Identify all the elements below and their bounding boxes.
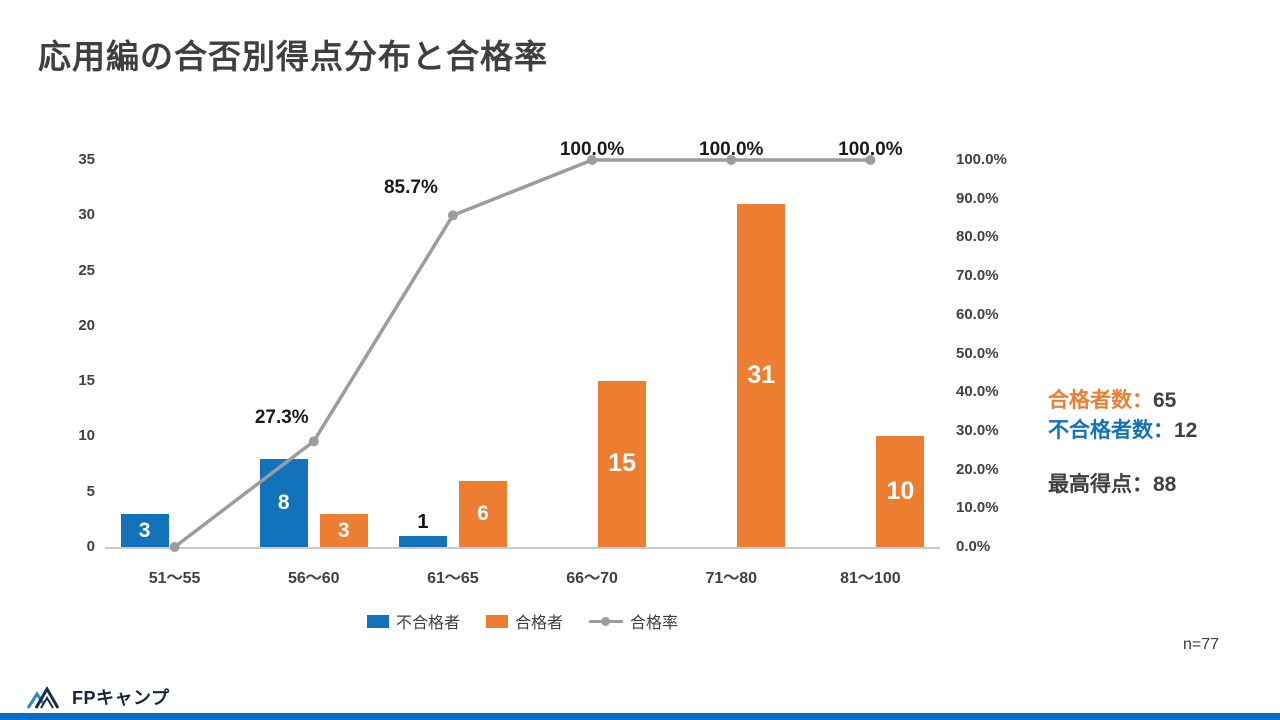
y-axis-right-tick: 20.0%: [956, 460, 999, 478]
legend-item-合格者: 合格者: [485, 609, 563, 633]
chart-legend: 不合格者 合格者 合格率: [105, 609, 940, 633]
y-axis-right-tick: 40.0%: [956, 383, 999, 401]
y-axis-left-tick: 25: [78, 261, 95, 279]
passed-count-label: 合格者数：: [1048, 389, 1153, 412]
failed-count-value: 12: [1174, 419, 1198, 442]
y-axis-right-tick: 90.0%: [956, 189, 999, 207]
failed-count-row: 不合格者数：12: [1048, 416, 1197, 446]
y-axis-left-tick: 30: [78, 206, 95, 224]
failed-count-label: 不合格者数：: [1048, 419, 1174, 442]
x-axis-category-label: 56〜60: [287, 570, 340, 587]
x-axis-category-label: 71〜80: [705, 570, 758, 587]
legend-label: 合格者: [514, 615, 563, 632]
bar-value-label: 6: [477, 501, 489, 525]
legend-line-icon: [589, 616, 623, 626]
legend-swatch-icon: [366, 614, 389, 628]
passed-count-row: 合格者数：65: [1048, 386, 1197, 416]
legend-item-不合格者: 不合格者: [366, 609, 460, 633]
bar-value-label: 10: [886, 477, 915, 506]
bar-value-label: 8: [277, 490, 290, 514]
bar-value-label: 1: [417, 510, 429, 533]
y-axis-left-tick: 20: [78, 316, 95, 334]
legend-dot-icon: [601, 616, 610, 626]
legend-label: 不合格者: [395, 615, 460, 632]
y-axis-right-tick: 0.0%: [956, 538, 991, 555]
x-axis-category-label: 61〜65: [427, 570, 479, 587]
y-axis-right-tick: 50.0%: [956, 344, 999, 362]
x-axis-category-label: 66〜70: [566, 570, 618, 587]
y-axis-right-tick: 30.0%: [956, 421, 999, 439]
y-axis-right-tick: 10.0%: [956, 499, 999, 517]
y-axis-right-tick: 80.0%: [956, 228, 999, 246]
pass-rate-marker: [447, 210, 458, 221]
pass-rate-point-label: 100.0%: [838, 139, 903, 160]
bar-value-label: 3: [337, 518, 350, 542]
fp-camp-logo: FPキャンプ: [26, 684, 169, 710]
passed-count-value: 65: [1153, 389, 1177, 412]
top-score-row: 最高得点：88: [1048, 470, 1197, 500]
y-axis-left-tick: 5: [86, 482, 95, 500]
bar-value-label: 3: [138, 518, 151, 542]
top-score-label: 最高得点：: [1048, 473, 1153, 496]
fp-camp-logo-text: FPキャンプ: [72, 688, 170, 708]
pass-rate-point-label: 100.0%: [699, 139, 764, 160]
footer-accent-bar: [0, 713, 1280, 720]
y-axis-left-tick: 0: [86, 538, 95, 555]
pass-rate-point-label: 27.3%: [254, 407, 309, 429]
x-axis-category-label: 51〜55: [148, 570, 201, 587]
sample-size: n=77: [1183, 636, 1220, 653]
y-axis-right-tick: 100.0%: [956, 151, 1007, 168]
pass-rate-point-label: 85.7%: [383, 177, 438, 199]
pass-rate-marker: [308, 436, 319, 447]
legend-label: 合格率: [630, 615, 679, 632]
y-axis-right-tick: 70.0%: [956, 267, 999, 285]
x-axis-line: [105, 547, 940, 549]
fp-camp-logo-icon: [26, 686, 60, 709]
summary-panel: 合格者数：65 不合格者数：12 最高得点：88: [1048, 386, 1197, 500]
y-axis-left-tick: 35: [78, 151, 95, 168]
page-title: 応用編の合否別得点分布と合格率: [38, 38, 548, 75]
legend-swatch-icon: [485, 614, 508, 628]
pass-rate-point-label: 100.0%: [559, 139, 625, 160]
bar-不合格者-51〜55: [120, 513, 169, 547]
y-axis-left-tick: 10: [78, 427, 95, 445]
y-axis-right-tick: 60.0%: [956, 305, 999, 323]
bar-合格者-81〜100: [876, 436, 925, 547]
bar-value-label: 15: [608, 449, 636, 478]
x-axis-category-label: 81〜100: [840, 570, 901, 587]
top-score-value: 88: [1153, 473, 1177, 496]
y-axis-left-tick: 15: [78, 372, 95, 390]
bar-不合格者-61〜65: [398, 535, 447, 547]
legend-item-合格率: 合格率: [589, 609, 678, 633]
bar-value-label: 31: [747, 361, 776, 390]
